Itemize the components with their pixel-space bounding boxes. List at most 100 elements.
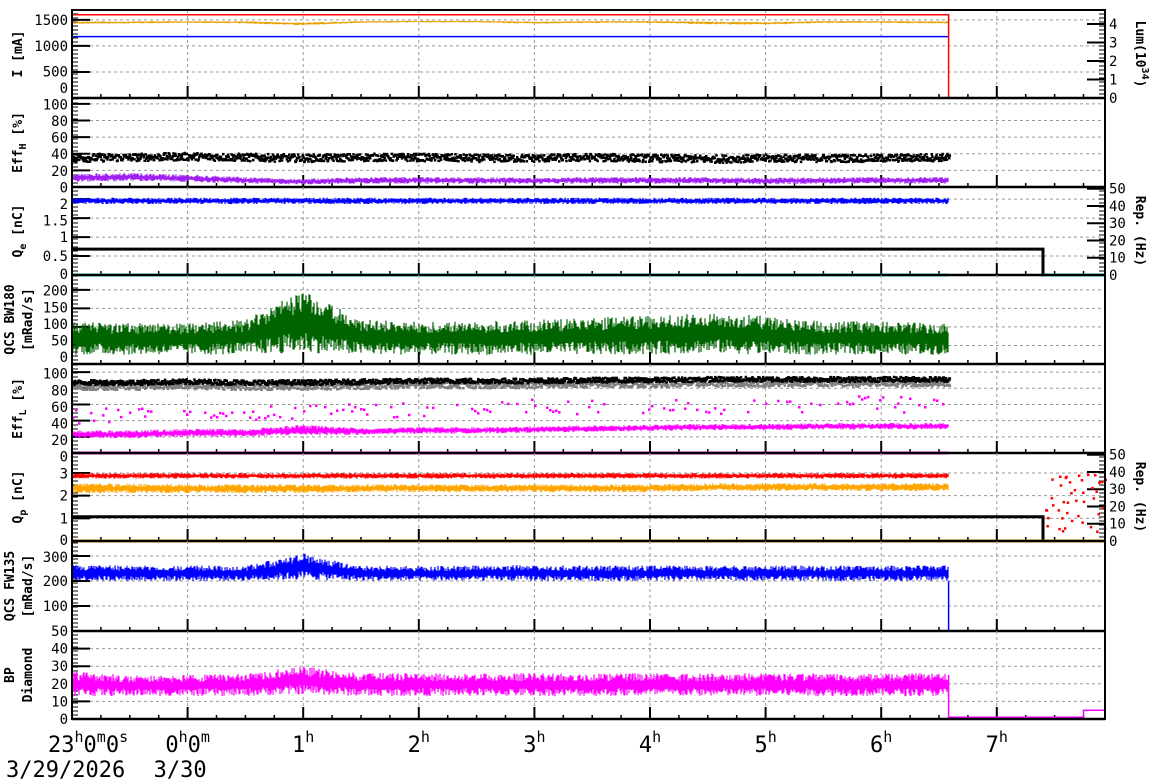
y-tick-label: 30 bbox=[51, 659, 68, 675]
y-tick-label: 40 bbox=[51, 416, 68, 432]
y-tick-label: 1.5 bbox=[43, 214, 68, 230]
series-0-0-band bbox=[71, 20, 949, 26]
y-tick-label: 150 bbox=[43, 300, 68, 316]
y-tick-label: 40 bbox=[51, 147, 68, 163]
series-2-1-line bbox=[72, 247, 1105, 277]
y-tick-label: 0 bbox=[60, 81, 68, 97]
y-tick-label: 20 bbox=[51, 433, 68, 449]
y-tick-label: 0 bbox=[60, 450, 68, 466]
right-y-tick-label: 4 bbox=[1109, 17, 1117, 33]
right-y-tick-label: 0 bbox=[1109, 268, 1117, 284]
x-tick-label: 6h bbox=[870, 728, 892, 758]
right-y-tick-label: 1 bbox=[1109, 73, 1117, 89]
plot-frame bbox=[71, 9, 1106, 720]
y-axis-label-line2: [mRad/s] bbox=[21, 288, 36, 351]
y-axis-label: EffH [%] bbox=[11, 112, 29, 173]
y-tick-label: 200 bbox=[43, 284, 68, 300]
x-date-label: 3/30 bbox=[154, 758, 207, 782]
x-tick-label: 5h bbox=[754, 728, 776, 758]
y-tick-label: 10 bbox=[51, 694, 68, 710]
x-tick-label: 2h bbox=[408, 728, 430, 758]
series-0-2-line bbox=[72, 14, 1105, 99]
y-axis-label: BP bbox=[3, 667, 18, 683]
right-y-tick-label: 50 bbox=[1109, 448, 1126, 464]
series-7-1-line bbox=[947, 675, 1105, 718]
y-tick-label: 100 bbox=[43, 599, 68, 615]
right-axis-label: Rep. (Hz) bbox=[1132, 196, 1147, 266]
y-axis-label-line2: Diamond bbox=[21, 648, 36, 703]
y-axis-label: Qp [nC] bbox=[11, 471, 29, 524]
y-tick-label: 1 bbox=[60, 511, 68, 527]
x-tick-label: 7h bbox=[986, 728, 1008, 758]
y-tick-label: 3 bbox=[60, 466, 68, 482]
y-tick-label: 0 bbox=[60, 267, 68, 283]
series-5-1-band bbox=[71, 483, 949, 494]
y-tick-label: 0 bbox=[60, 180, 68, 196]
right-axis-label: Rep. (Hz) bbox=[1132, 462, 1147, 532]
y-tick-label: 0 bbox=[60, 533, 68, 549]
y-tick-label: 20 bbox=[51, 677, 68, 693]
y-tick-label: 50 bbox=[51, 624, 68, 640]
series-3-0-band bbox=[71, 293, 949, 355]
y-tick-label: 80 bbox=[51, 114, 68, 130]
series-1-1-band bbox=[71, 173, 949, 185]
x-date-label: 3/29/2026 bbox=[6, 758, 125, 782]
y-axis-label-line2: [mRad/s] bbox=[21, 555, 36, 618]
panel-6: 100 200 300 QCS FW135 [mRad/s] bbox=[3, 541, 1105, 633]
x-tick-label: 0h0m bbox=[165, 728, 210, 758]
series-1-0-scatter bbox=[72, 151, 952, 164]
series-4-1-scatter bbox=[72, 375, 952, 387]
right-y-tick-label: 20 bbox=[1109, 499, 1126, 515]
y-tick-label: 0 bbox=[60, 712, 68, 728]
x-tick-label: 1h bbox=[292, 728, 314, 758]
x-tick-label: 23h0m0s bbox=[48, 728, 128, 758]
x-tick-label: 3h bbox=[523, 728, 545, 758]
y-tick-label: 60 bbox=[51, 131, 68, 147]
y-tick-label: 2 bbox=[60, 489, 68, 505]
right-y-tick-label: 30 bbox=[1109, 482, 1126, 498]
x-tick-label: 4h bbox=[639, 728, 661, 758]
y-tick-label: 1 bbox=[60, 230, 68, 246]
right-axis-label: Lum(1034) bbox=[1132, 21, 1150, 88]
y-tick-label: 2 bbox=[60, 197, 68, 213]
y-tick-label: 500 bbox=[43, 64, 68, 80]
y-tick-label: 200 bbox=[43, 574, 68, 590]
right-y-tick-label: 10 bbox=[1109, 251, 1126, 267]
y-tick-label: 1000 bbox=[34, 39, 68, 55]
y-tick-label: 20 bbox=[51, 164, 68, 180]
y-axis-label: I [mA] bbox=[11, 31, 26, 78]
y-axis-label: QCS FW135 bbox=[3, 551, 18, 621]
y-tick-label: 0 bbox=[60, 350, 68, 366]
right-y-tick-label: 10 bbox=[1109, 517, 1126, 533]
series-4-3-scatter bbox=[72, 395, 945, 425]
y-axis-label: QCS BW180 bbox=[3, 284, 18, 355]
y-tick-label: 1500 bbox=[34, 13, 68, 29]
series-4-2-band bbox=[71, 423, 949, 439]
series-5-4-scatter bbox=[1045, 473, 1107, 534]
y-tick-label: 100 bbox=[43, 367, 68, 383]
right-y-tick-label: 40 bbox=[1109, 199, 1126, 215]
series-5-2-line bbox=[72, 515, 1105, 543]
series-2-0-band bbox=[71, 197, 949, 205]
series-6-0-band bbox=[71, 553, 949, 581]
right-y-tick-label: 20 bbox=[1109, 233, 1126, 249]
right-y-tick-label: 2 bbox=[1109, 54, 1117, 70]
series-7-0-band bbox=[71, 666, 949, 697]
series-5-0-band bbox=[71, 473, 949, 479]
y-tick-label: 50 bbox=[51, 333, 68, 349]
right-y-tick-label: 50 bbox=[1109, 182, 1126, 198]
y-tick-label: 100 bbox=[43, 97, 68, 113]
y-tick-label: 300 bbox=[43, 550, 68, 566]
right-y-tick-label: 40 bbox=[1109, 465, 1126, 481]
right-y-tick-label: 0 bbox=[1109, 534, 1117, 550]
y-axis-label: Qe [nC] bbox=[11, 205, 29, 258]
right-y-tick-label: 0 bbox=[1109, 91, 1117, 107]
y-tick-label: 40 bbox=[51, 642, 68, 658]
